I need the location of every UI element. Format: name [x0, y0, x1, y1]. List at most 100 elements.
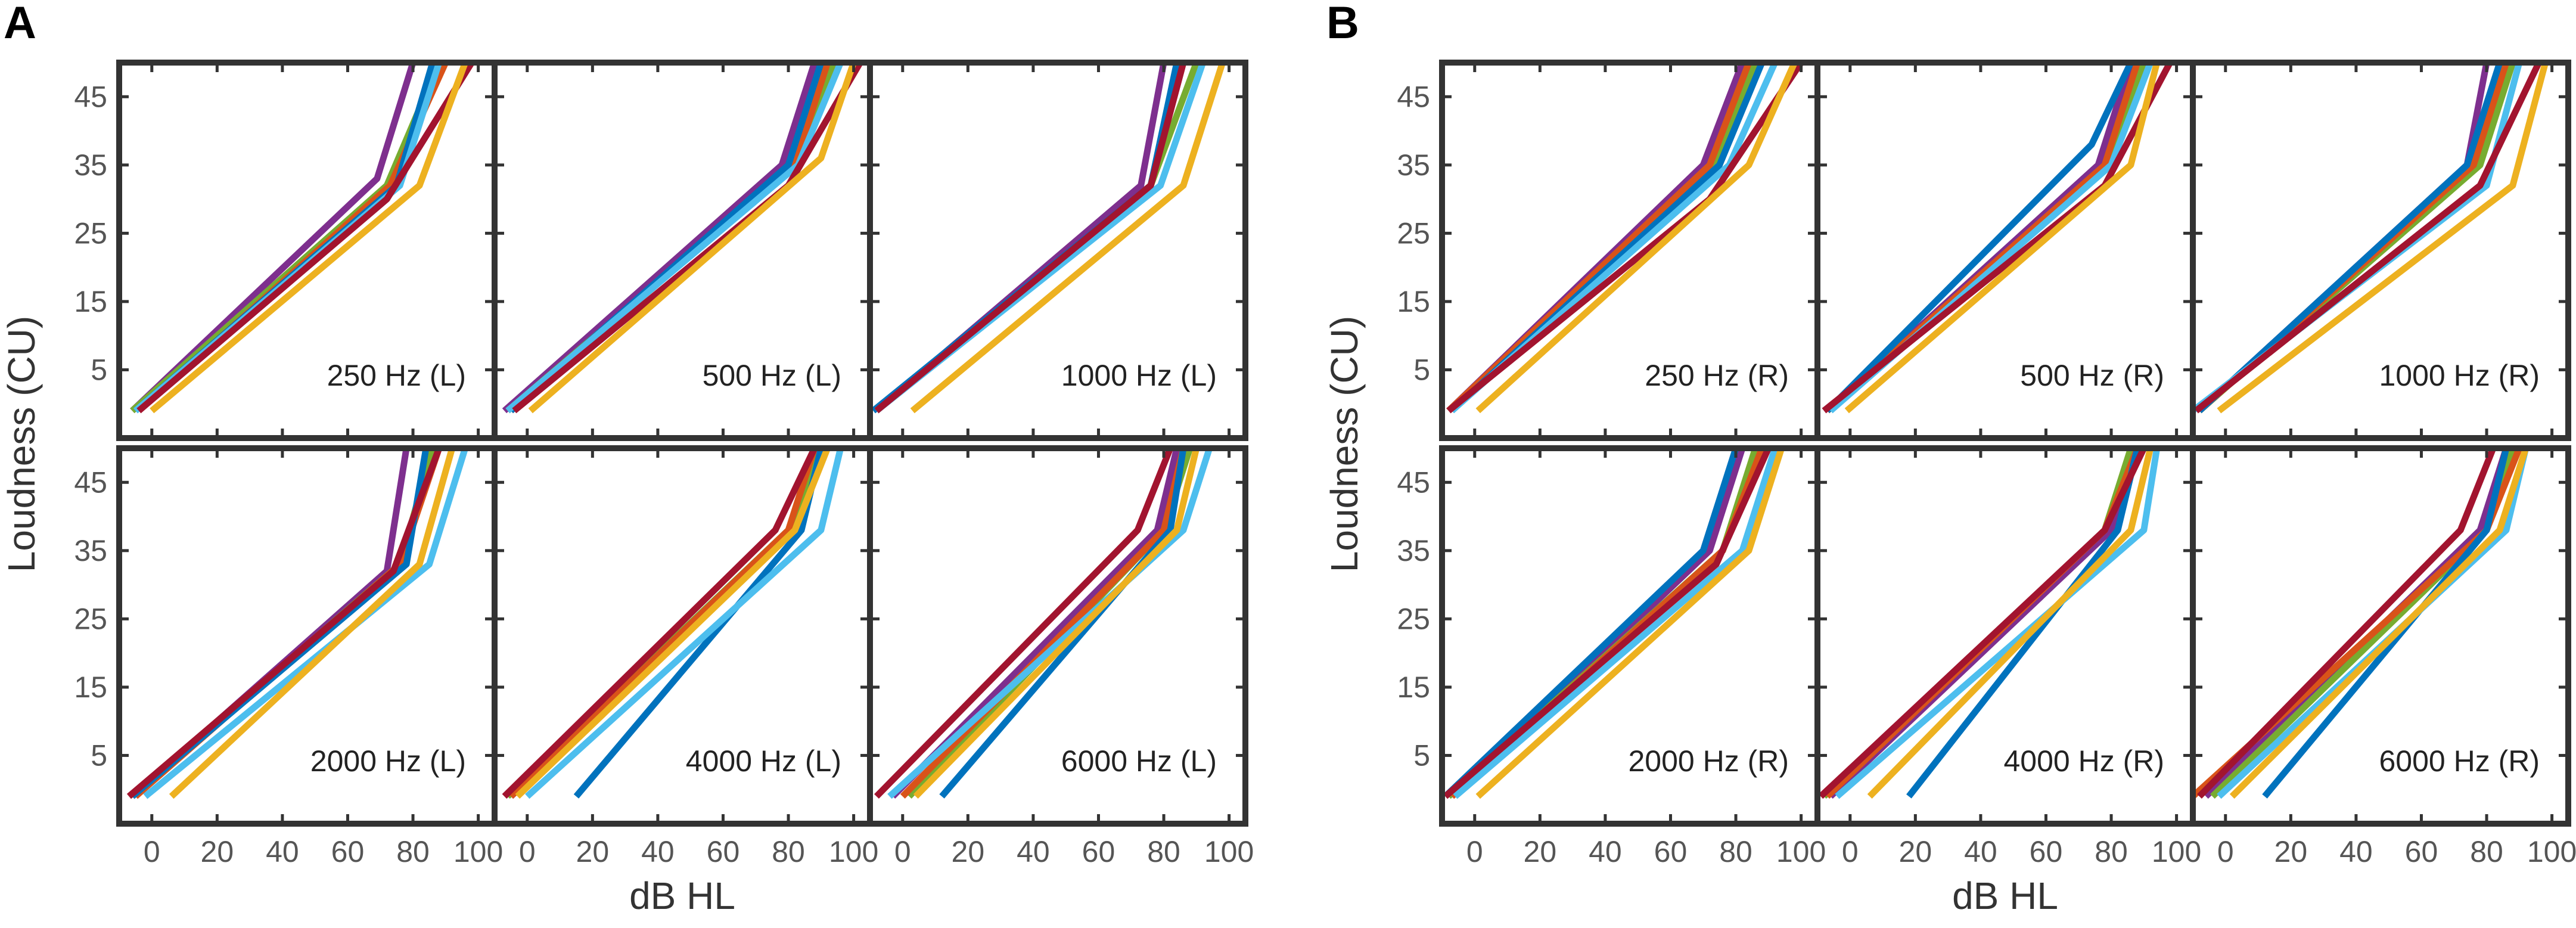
panel-b: 250 Hz (R) 5 15 25 35 45 500 Hz (R) 1000 Hz (R)…: [1323, 60, 2576, 917]
frequency-label: 4000 Hz (L): [686, 744, 841, 778]
series-line-yellow: [169, 448, 456, 799]
x-tick-label: 100: [453, 835, 503, 868]
subplot-frame: [2190, 60, 2571, 441]
x-tick-label: 100: [829, 835, 878, 868]
subplot-6000-hz-l-: 6000 Hz (L) 0 20 40 60 80 100: [867, 445, 1254, 868]
y-tick-label: 25: [1397, 216, 1430, 250]
subplot-250-hz-r-: 250 Hz (R) 5 15 25 35 45: [1397, 60, 1820, 441]
series-line-light-blue: [1453, 448, 1779, 799]
y-tick-label: 15: [1397, 285, 1430, 318]
frequency-label: 6000 Hz (R): [2379, 744, 2540, 778]
subplot-frame: [867, 445, 1248, 827]
x-tick-label: 100: [1204, 835, 1254, 868]
x-tick-label: 40: [2339, 835, 2373, 868]
y-tick-label: 5: [1413, 353, 1430, 386]
series-group: [1446, 63, 1804, 414]
y-tick-label: 5: [91, 738, 107, 772]
y-tick-label: 45: [1397, 80, 1430, 113]
x-tick-label: 80: [1147, 835, 1180, 868]
subplot-frame: [2190, 445, 2571, 827]
series-line-yellow: [1475, 63, 1798, 414]
x-tick-label: 80: [2095, 835, 2128, 868]
series-line-yellow: [2229, 448, 2530, 799]
y-tick-label: 35: [74, 148, 107, 182]
x-tick-label: 60: [707, 835, 740, 868]
subplot-2000-hz-r-: 2000 Hz (R) 5 15 25 35 45 0 20 40 60 80 100: [1397, 445, 1826, 868]
y-tick-label: 5: [91, 353, 107, 386]
series-line-red: [874, 63, 1187, 414]
series-group: [1443, 448, 1785, 799]
frequency-label: 2000 Hz (L): [310, 744, 466, 778]
y-tick-label: 15: [1397, 671, 1430, 704]
series-line-orange: [1446, 63, 1752, 414]
frequency-label: 500 Hz (R): [2020, 359, 2164, 392]
subplot-250-hz-l-: 250 Hz (L) 5 15 25 35 45: [74, 60, 498, 441]
subplot-1000-hz-r-: 1000 Hz (R): [2190, 60, 2571, 441]
y-tick-label: 25: [74, 216, 107, 250]
series-line-red: [874, 448, 1174, 799]
y-tick-label: 25: [74, 602, 107, 635]
x-tick-label: 40: [641, 835, 675, 868]
x-tick-label: 20: [2274, 835, 2308, 868]
frequency-label: 1000 Hz (R): [2379, 359, 2540, 392]
x-tick-label: 100: [2152, 835, 2201, 868]
x-tick-label: 80: [1719, 835, 1752, 868]
y-tick-label: 5: [1413, 738, 1430, 772]
y-tick-label: 35: [1397, 534, 1430, 567]
x-tick-label: 0: [519, 835, 536, 868]
x-axis-label: dB HL: [1952, 874, 2058, 917]
x-axis-label: dB HL: [629, 874, 735, 917]
frequency-label: 4000 Hz (R): [2003, 744, 2164, 778]
x-tick-label: 0: [2217, 835, 2234, 868]
series-line-purple: [130, 63, 417, 414]
x-tick-label: 20: [952, 835, 985, 868]
frequency-label: 250 Hz (R): [1645, 359, 1789, 392]
tick-marks: [1817, 63, 2193, 438]
x-tick-label: 80: [772, 835, 805, 868]
series-line-light-blue: [1835, 448, 2161, 799]
subplot-500-hz-l-: 500 Hz (L): [492, 60, 873, 441]
x-tick-label: 0: [894, 835, 911, 868]
panel-a: 250 Hz (L) 5 15 25 35 45 500 Hz (L) 1000 Hz (L)…: [0, 60, 1254, 917]
series-group: [2193, 63, 2549, 414]
series-line-purple: [890, 448, 1180, 799]
x-tick-label: 0: [144, 835, 160, 868]
y-tick-label: 15: [74, 285, 107, 318]
y-tick-label: 35: [74, 534, 107, 567]
series-group: [130, 63, 475, 414]
series-group: [502, 448, 844, 799]
frequency-label: 500 Hz (L): [703, 359, 841, 392]
series-group: [871, 63, 1226, 414]
x-tick-label: 20: [1524, 835, 1557, 868]
series-line-blue: [2262, 448, 2510, 799]
series-group: [126, 448, 468, 799]
series-line-red: [126, 448, 443, 799]
series-line-red: [1818, 448, 2147, 799]
series-line-yellow: [150, 63, 468, 414]
x-tick-label: 60: [1654, 835, 1688, 868]
series-line-red: [502, 448, 818, 799]
series-line-red: [1443, 448, 1772, 799]
subplot-1000-hz-l-: 1000 Hz (L): [867, 60, 1248, 441]
series-line-light-blue: [887, 448, 1213, 799]
x-tick-label: 80: [396, 835, 430, 868]
series-line-yellow: [1844, 63, 2161, 414]
x-tick-label: 100: [2527, 835, 2576, 868]
x-tick-label: 40: [1964, 835, 1997, 868]
series-group: [1818, 448, 2161, 799]
series-line-yellow: [515, 448, 831, 799]
series-line-yellow: [913, 448, 1200, 799]
series-line-blue: [1825, 63, 2134, 414]
x-tick-label: 20: [576, 835, 610, 868]
frequency-label: 250 Hz (L): [327, 359, 466, 392]
subplot-2000-hz-l-: 2000 Hz (L) 5 15 25 35 45 0 20 40 60 80 100: [74, 445, 503, 868]
series-line-yellow: [910, 63, 1226, 414]
series-line-blue: [939, 448, 1187, 799]
x-tick-label: 40: [1589, 835, 1622, 868]
series-line-blue: [2197, 63, 2503, 414]
y-tick-label: 25: [1397, 602, 1430, 635]
y-tick-label: 35: [1397, 148, 1430, 182]
series-line-red: [136, 63, 475, 414]
frequency-label: 1000 Hz (L): [1061, 359, 1217, 392]
subplot-6000-hz-r-: 6000 Hz (R) 0 20 40 60 80 100: [2190, 445, 2576, 868]
